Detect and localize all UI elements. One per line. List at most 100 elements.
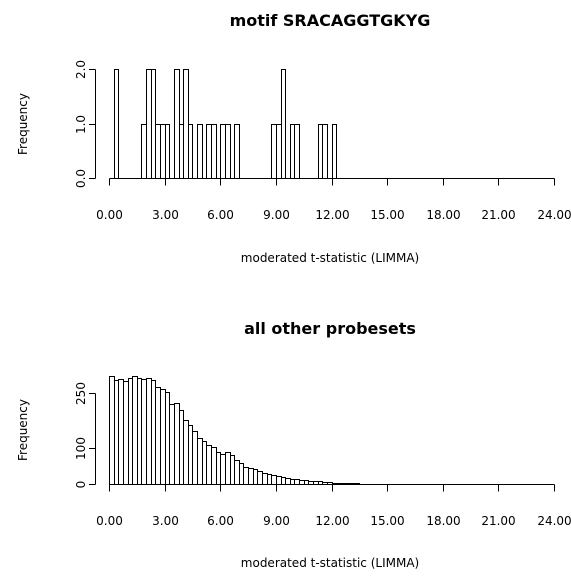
histogram-bar: [239, 463, 244, 485]
histogram-bar: [230, 455, 235, 485]
histogram-bar: [285, 478, 291, 485]
x-tick-label: 18.00: [426, 514, 460, 528]
histogram-bar: [332, 124, 337, 179]
histogram-bar: [128, 378, 133, 485]
histogram-bar: [174, 69, 180, 179]
y-axis-label: Frequency: [16, 93, 30, 155]
histogram-bar: [114, 69, 119, 179]
x-tick-label: 21.00: [481, 208, 515, 222]
histogram-bar: [192, 431, 198, 485]
histogram-bar: [290, 124, 295, 179]
histogram-bar: [220, 454, 226, 485]
x-axis-label: moderated t-statistic (LIMMA): [241, 251, 419, 265]
x-axis-label: moderated t-statistic (LIMMA): [241, 556, 419, 570]
histogram-bar: [206, 445, 212, 485]
x-tick-label: 21.00: [481, 514, 515, 528]
histogram-bar: [281, 477, 286, 485]
histogram-bar: [179, 410, 184, 485]
histogram-bar: [225, 452, 231, 485]
histogram-bar: [216, 452, 221, 485]
histogram-bar: [206, 124, 212, 179]
chart-title: motif SRACAGGTGKYG: [230, 11, 431, 30]
x-axis: 0.00 3.00 6.00 9.00 12.00 15.00 18.00 21.00 24.0…: [96, 178, 571, 222]
x-tick-label: 3.00: [152, 514, 179, 528]
x-tick-label: 15.00: [370, 208, 404, 222]
x-tick-label: 0.00: [96, 208, 123, 222]
histogram-bar: [155, 124, 161, 179]
histogram-bar: [253, 469, 258, 485]
x-tick-label: 9.00: [263, 514, 290, 528]
x-tick-label: 6.00: [207, 208, 234, 222]
x-tick-label: 3.00: [152, 208, 179, 222]
histogram-bar: [248, 468, 254, 485]
histogram-bar: [165, 124, 170, 179]
histogram-bar: [183, 69, 189, 179]
bars-group: [109, 69, 555, 179]
x-axis: 0.00 3.00 6.00 9.00 12.00 15.00 18.00 21.00 24.0…: [96, 484, 571, 528]
histogram-bar: [118, 379, 124, 485]
histogram-bar: [141, 124, 147, 179]
histogram-bar: [141, 379, 147, 485]
histogram-bar: [318, 124, 323, 179]
x-tick-label: 15.00: [370, 514, 404, 528]
bars-group: [109, 376, 555, 485]
histogram-bar: [160, 124, 166, 179]
histogram-bar: [197, 124, 203, 179]
y-tick-label: 0: [74, 481, 88, 489]
histogram-bar: [160, 389, 166, 485]
x-tick-label: 12.00: [315, 208, 349, 222]
x-tick-label: 12.00: [315, 514, 349, 528]
histogram-bar: [234, 460, 240, 485]
histogram-bar: [151, 69, 156, 179]
histogram-bar: [211, 124, 217, 179]
y-tick-label: 0.0: [74, 169, 88, 188]
histogram-bar: [299, 480, 305, 485]
x-tick-label: 24.00: [537, 208, 571, 222]
histogram-bar: [234, 124, 240, 179]
y-axis-label: Frequency: [16, 399, 30, 461]
histogram-bar: [169, 404, 175, 485]
histogram-bar: [304, 480, 309, 485]
histogram-bar: [257, 471, 263, 485]
y-tick-label: 1.0: [74, 115, 88, 134]
histogram-bar: [188, 425, 193, 485]
x-tick-label: 0.00: [96, 514, 123, 528]
histogram-bar: [132, 376, 138, 485]
histogram-bar: [137, 378, 142, 485]
histogram-bar: [243, 467, 249, 485]
histogram-bar: [151, 380, 156, 485]
histogram-bar: [276, 476, 282, 485]
histogram-bar: [262, 473, 268, 485]
y-tick-label: 2.0: [74, 60, 88, 79]
histogram-bar: [225, 124, 231, 179]
histogram-bar: [281, 69, 286, 179]
x-tick-label: 6.00: [207, 514, 234, 528]
histogram-bar: [322, 124, 328, 179]
histogram-bar: [174, 403, 180, 485]
histogram-bar: [294, 479, 300, 485]
histogram-bar: [183, 420, 189, 485]
histogram-bar: [114, 380, 119, 485]
histogram-bar: [146, 69, 152, 179]
histogram-bar: [290, 479, 295, 485]
histogram-bar: [179, 124, 184, 179]
chart-title: all other probesets: [244, 319, 416, 338]
histogram-bar: [146, 378, 152, 485]
histogram-bar: [109, 376, 115, 485]
histogram-bar: [165, 392, 170, 485]
x-tick-label: 24.00: [537, 514, 571, 528]
histogram-bar: [271, 124, 277, 179]
histogram-bar: [294, 124, 300, 179]
histogram-bar: [123, 381, 129, 485]
y-axis: 0.0 1.0 2.0: [74, 60, 96, 188]
histogram-panel-motif: motif SRACAGGTGKYG 0.00 3.00 6.00 9.00 12.00…: [16, 11, 571, 265]
histogram-bar: [188, 124, 193, 179]
histogram-bar: [155, 387, 161, 485]
histogram-bar: [202, 441, 207, 485]
x-tick-label: 9.00: [263, 208, 290, 222]
y-tick-label: 100: [74, 437, 88, 460]
y-axis: 0 100 250: [74, 382, 96, 488]
histogram-bar: [211, 447, 217, 485]
histogram-bar: [271, 475, 277, 485]
